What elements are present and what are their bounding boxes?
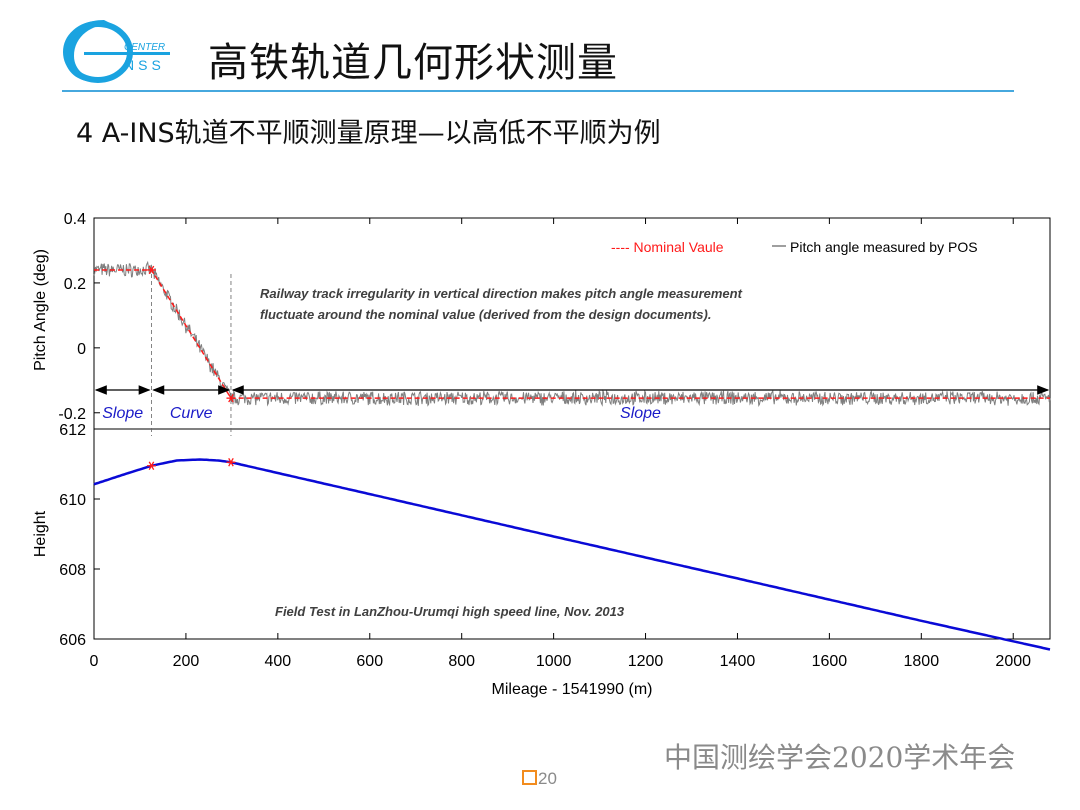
x-tick-label: 1200	[628, 653, 664, 670]
legend-measured-label: Pitch angle measured by POS	[790, 239, 978, 255]
x-tick-label: 800	[448, 653, 475, 670]
segment-label: Slope	[102, 405, 143, 422]
segment-label: Curve	[170, 405, 213, 422]
pitch-y-tick-label: 0.2	[64, 276, 86, 293]
x-tick-label: 400	[264, 653, 291, 670]
height-y-tick-label: 610	[59, 492, 86, 509]
x-tick-label: 1800	[904, 653, 940, 670]
x-tick-label: 600	[356, 653, 383, 670]
height-annotation: Field Test in LanZhou-Urumqi high speed …	[275, 604, 625, 619]
pitch-marker	[146, 265, 156, 275]
x-tick-label: 0	[90, 653, 99, 670]
height-plot-frame	[93, 428, 1051, 640]
logo-bar	[84, 52, 170, 55]
page-number: 20	[522, 769, 557, 789]
x-axis-label: Mileage - 1541990 (m)	[492, 681, 653, 698]
logo-swoosh	[64, 20, 112, 82]
x-tick-label: 200	[173, 653, 200, 670]
pitch-annotation-line-2: fluctuate around the nominal value (deri…	[260, 307, 711, 322]
x-tick-label: 1600	[812, 653, 848, 670]
pitch-y-tick-label: 0	[77, 341, 86, 358]
pitch-annotation-line-1: Railway track irregularity in vertical d…	[260, 286, 743, 301]
logo-text-top: CENTER	[124, 42, 165, 53]
page-number-value: 20	[538, 769, 557, 788]
pitch-y-tick-label: -0.2	[58, 406, 86, 423]
pitch-y-tick-label: 0.4	[64, 211, 86, 228]
title-divider	[62, 90, 1014, 92]
x-tick-label: 1000	[536, 653, 572, 670]
height-y-tick-label: 606	[59, 632, 86, 649]
page-box-icon	[522, 770, 537, 785]
slide-title: 高铁轨道几何形状测量	[208, 40, 618, 86]
height-marker	[146, 461, 156, 470]
height-line	[93, 458, 1051, 651]
logo-text-bottom: NSS	[124, 57, 165, 73]
height-y-axis-label: Height	[32, 510, 49, 557]
height-y-tick-label: 608	[59, 562, 86, 579]
height-y-tick-label: 612	[59, 422, 86, 439]
x-tick-label: 1400	[720, 653, 756, 670]
height-marker	[226, 458, 236, 467]
footer-organization: 中国测绘学会2020学术年会	[664, 741, 1016, 774]
slide-subtitle: 4 A-INS轨道不平顺测量原理—以高低不平顺为例	[76, 118, 661, 149]
nss-logo: CENTER NSS	[63, 20, 170, 83]
pitch-measured-line	[93, 260, 1051, 408]
pitch-nominal-line	[94, 269, 1050, 399]
x-tick-label: 2000	[995, 653, 1031, 670]
pitch-marker	[226, 393, 236, 403]
pitch-y-axis-label: Pitch Angle (deg)	[32, 249, 49, 371]
segment-label: Slope	[620, 405, 661, 422]
legend-nominal-label: ---- Nominal Vaule	[611, 239, 724, 255]
